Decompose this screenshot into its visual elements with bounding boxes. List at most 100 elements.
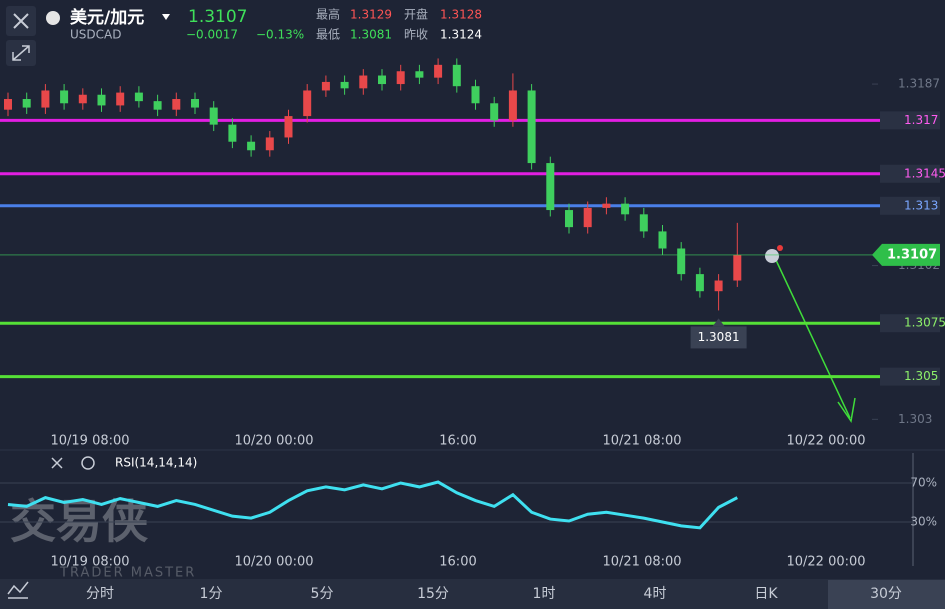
candle-body	[508, 90, 517, 121]
indicator-icon[interactable]	[7, 581, 29, 599]
level-tag	[880, 314, 940, 333]
prev-label: 昨收	[404, 28, 428, 42]
tab[interactable]: 4时	[644, 586, 667, 602]
candle-body	[583, 207, 592, 228]
candle-body	[172, 99, 181, 110]
collapse-icon	[12, 45, 30, 61]
candle-body	[695, 274, 704, 292]
level-label: 1.317	[904, 113, 938, 127]
candle-body	[733, 254, 742, 281]
y-tick-label: 1.303	[898, 412, 932, 426]
candle-body	[60, 90, 69, 104]
x-tick-label: 10/19 08:00	[50, 434, 129, 449]
x-tick-label: 10/21 08:00	[602, 434, 681, 449]
tab[interactable]: 5分	[311, 586, 334, 602]
candle-body	[247, 141, 256, 151]
tab-selected	[828, 580, 945, 609]
flag-icon	[46, 11, 60, 25]
candle-body	[116, 92, 125, 106]
low-box	[690, 326, 747, 349]
candle-body	[714, 280, 723, 292]
arrow-line	[774, 257, 851, 419]
candle-body	[639, 214, 648, 232]
rsi-settings[interactable]	[81, 456, 95, 470]
arrow-head	[837, 397, 856, 423]
candle-body	[527, 90, 536, 164]
watermark-en: TRADER MASTER	[59, 566, 196, 581]
tab[interactable]: 1时	[533, 586, 556, 602]
level-tag	[880, 111, 940, 130]
x-tick-label: 10/22 00:00	[786, 434, 865, 449]
tab[interactable]: 日K	[754, 586, 778, 602]
level-label: 1.3145	[904, 166, 945, 180]
candle-body	[602, 203, 611, 208]
high-label: 最高	[316, 7, 340, 22]
candle-body	[284, 116, 293, 138]
close-icon	[13, 13, 29, 29]
symbol-title[interactable]: 美元/加元	[70, 7, 144, 28]
tab[interactable]: 1分	[200, 586, 223, 602]
candle-body	[471, 86, 480, 104]
dropdown-arrow[interactable]	[162, 14, 170, 20]
change: −0.0017	[186, 28, 238, 42]
candle-body	[191, 99, 199, 108]
alert-dot	[777, 245, 783, 251]
x-tick-label: 10/20 00:00	[234, 555, 313, 570]
candle-body	[209, 107, 218, 125]
high-value: 1.3129	[350, 8, 392, 22]
candle-body	[340, 81, 349, 89]
tab-bar	[0, 579, 945, 609]
level-tag	[880, 367, 940, 386]
candle-body	[452, 64, 461, 87]
candle-body	[546, 163, 555, 211]
x-tick-label: 16:00	[439, 555, 476, 570]
candle-body	[22, 99, 31, 108]
x-tick-label: 10/19 08:00	[50, 555, 129, 570]
open-label: 开盘	[404, 7, 428, 22]
candle-body	[303, 90, 312, 117]
open-value: 1.3128	[440, 8, 482, 22]
candle-body	[321, 81, 330, 91]
y-tick-label: 1.3187	[898, 77, 940, 91]
candle-body	[378, 75, 386, 85]
candle-body	[153, 101, 162, 110]
x-tick-label: 10/22 00:00	[786, 555, 865, 570]
tab[interactable]: 分时	[86, 586, 114, 602]
level-label: 1.313	[904, 198, 938, 212]
candle-body	[4, 99, 12, 110]
rsi-label: RSI(14,14,14)	[115, 456, 197, 470]
y-tick-label: 70%	[910, 476, 937, 490]
x-tick-label: 10/21 08:00	[602, 555, 681, 570]
level-tag	[880, 164, 940, 183]
candle-body	[621, 203, 630, 215]
info-icon[interactable]	[765, 249, 779, 263]
prev-value: 1.3124	[440, 28, 482, 42]
x-tick-label: 16:00	[439, 434, 476, 449]
tab[interactable]: 15分	[417, 586, 449, 602]
candle-body	[396, 71, 405, 85]
price-tag-label: 1.3107	[887, 247, 937, 262]
symbol-code: USDCAD	[70, 28, 121, 42]
rsi-close[interactable]	[51, 457, 63, 469]
change-pct: −0.13%	[256, 28, 304, 42]
plot: 1.31871.31021.3031.3171.31451.3131.30751…	[0, 58, 945, 609]
level-label: 1.305	[904, 369, 938, 383]
low-annotation: 1.3081	[698, 330, 740, 344]
price-tag	[872, 243, 940, 266]
level-tag	[880, 196, 940, 215]
candle-body	[658, 231, 667, 249]
tab[interactable]: 30分	[870, 586, 902, 602]
candle-body	[265, 137, 274, 151]
candle-body	[228, 124, 237, 142]
low-value: 1.3081	[350, 28, 392, 42]
low-pointer	[712, 318, 725, 327]
candle-body	[434, 64, 443, 78]
candle-body	[97, 94, 106, 106]
candle-body	[677, 248, 686, 275]
candle-body	[78, 94, 87, 104]
candle-body	[490, 103, 499, 121]
last-price: 1.3107	[188, 7, 247, 27]
low-label: 最低	[316, 28, 340, 42]
